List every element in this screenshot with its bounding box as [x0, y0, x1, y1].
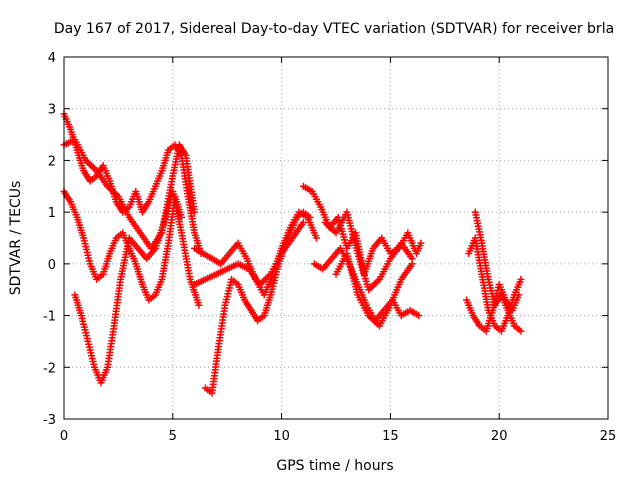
y-tick-label: 2: [48, 154, 56, 169]
data-point: [417, 239, 425, 247]
y-tick-label: -1: [43, 310, 56, 325]
x-tick-label: 5: [169, 429, 177, 444]
data-point: [299, 218, 307, 226]
plot-frame: [63, 56, 609, 420]
data-point: [408, 260, 416, 268]
data-point: [195, 301, 203, 309]
axis-ticks: 0 5 10 15 20 25 -3 -2 -1 0 1 2 3 4: [43, 51, 616, 444]
y-tick-label: -2: [43, 361, 56, 376]
x-tick-label: 20: [491, 429, 508, 444]
x-tick-label: 25: [600, 429, 617, 444]
data-point: [515, 291, 523, 299]
data-point: [517, 327, 525, 335]
y-tick-label: 1: [48, 206, 56, 221]
y-tick-label: -3: [43, 413, 56, 428]
data-point: [517, 275, 525, 283]
data-point: [312, 234, 320, 242]
x-axis-label: GPS time / hours: [276, 458, 393, 474]
chart-title: Day 167 of 2017, Sidereal Day-to-day VTE…: [54, 21, 614, 37]
grid-lines: [64, 57, 608, 419]
y-axis-label: SDTVAR / TECUs: [8, 181, 24, 296]
data-point: [191, 208, 199, 216]
y-tick-label: 0: [48, 258, 56, 273]
data-points: [60, 110, 525, 397]
data-point: [415, 312, 423, 320]
x-tick-label: 15: [382, 429, 399, 444]
y-tick-label: 3: [48, 103, 56, 118]
y-tick-label: 4: [48, 51, 56, 66]
x-tick-label: 10: [273, 429, 290, 444]
x-tick-label: 0: [60, 429, 68, 444]
